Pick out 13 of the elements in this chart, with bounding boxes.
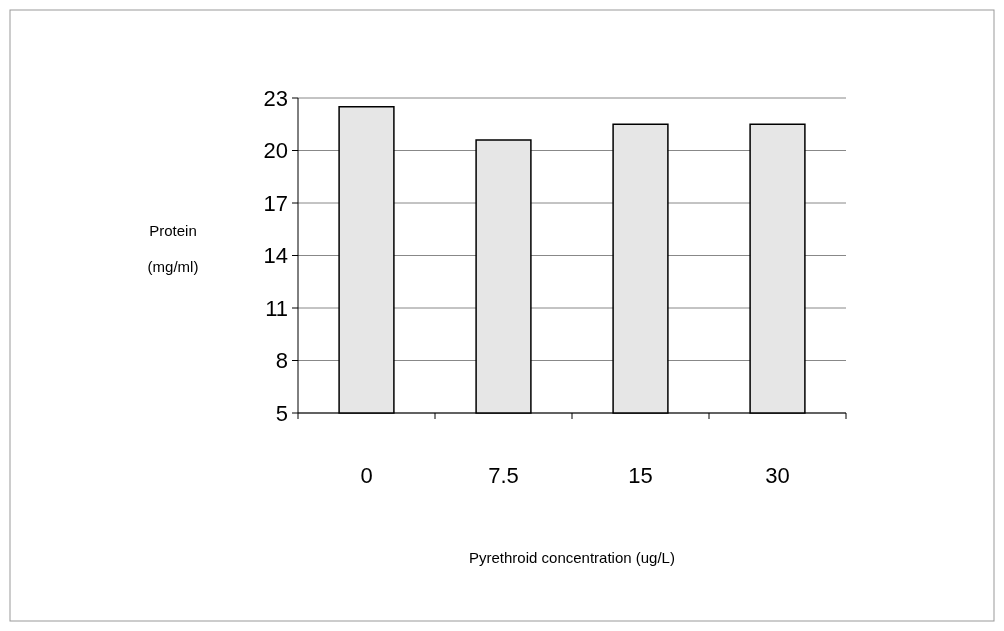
y-tick-label: 14 <box>263 243 288 269</box>
x-axis-title: Pyrethroid concentration (ug/L) <box>469 549 675 566</box>
y-tick-label: 11 <box>265 295 288 321</box>
text: Protein (mg/ml) <box>147 221 199 275</box>
y-tick-label: 5 <box>275 400 288 426</box>
y-tick-label: 23 <box>263 85 288 111</box>
y-tick-label: 8 <box>275 348 288 374</box>
x-tick-label: 15 <box>628 463 653 488</box>
y-tick-label: 20 <box>263 138 288 164</box>
x-tick-label: 0 <box>360 463 373 488</box>
x-tick-label: 30 <box>765 463 790 488</box>
y-tick-label: 17 <box>263 190 288 216</box>
x-tick-label: 7.5 <box>488 463 519 488</box>
